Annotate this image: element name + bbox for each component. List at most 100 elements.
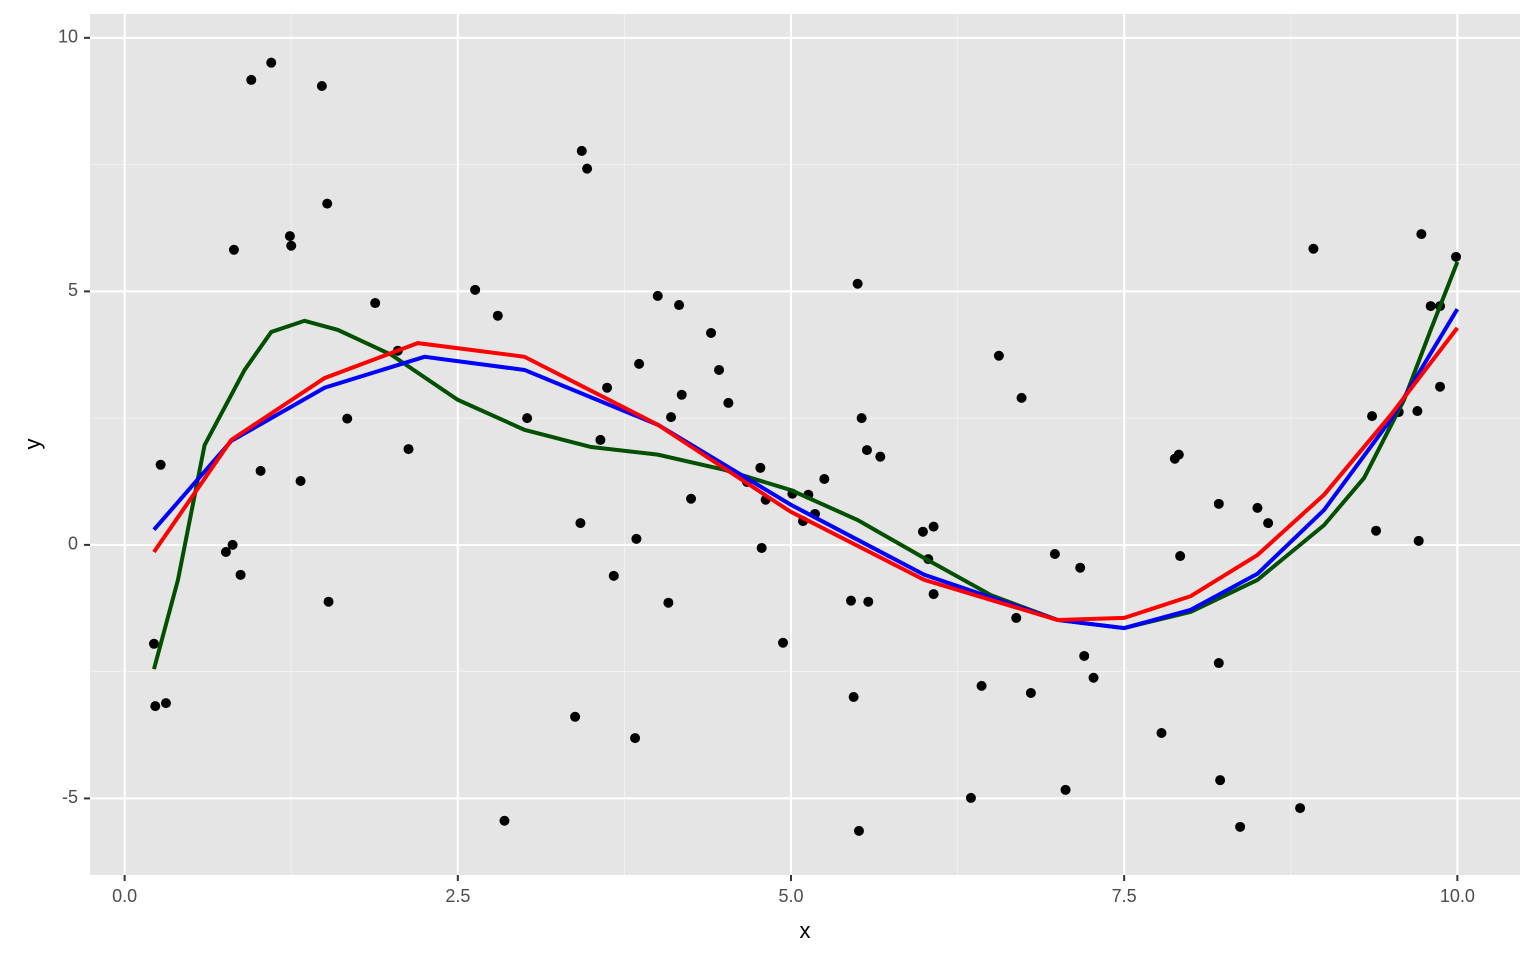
point <box>323 596 334 607</box>
point <box>1173 449 1184 460</box>
point <box>227 539 238 550</box>
point <box>266 57 277 68</box>
point <box>316 81 327 92</box>
point <box>228 244 239 255</box>
panel-background <box>90 14 1520 875</box>
point <box>1079 650 1090 661</box>
point <box>1263 518 1274 529</box>
y-tick-label: 5 <box>68 280 78 300</box>
point <box>856 413 867 424</box>
point <box>403 444 414 455</box>
x-tick-label: 0.0 <box>112 886 137 906</box>
point <box>666 412 677 423</box>
point <box>634 358 645 369</box>
point <box>1075 562 1086 573</box>
point <box>630 733 641 744</box>
point <box>295 476 306 487</box>
point <box>235 569 246 580</box>
point <box>582 163 593 174</box>
point <box>1088 672 1099 683</box>
point <box>575 518 586 529</box>
point <box>220 546 231 557</box>
point <box>1252 502 1263 513</box>
fit-line <box>152 326 1459 622</box>
point <box>1295 803 1306 814</box>
point <box>676 389 687 400</box>
y-tick-label: -5 <box>62 787 78 807</box>
point <box>148 638 159 649</box>
x-tick-label: 2.5 <box>445 886 470 906</box>
point <box>1156 728 1167 739</box>
point <box>570 711 581 722</box>
point <box>522 413 533 424</box>
point <box>674 300 685 311</box>
y-axis-title: y <box>20 439 45 450</box>
point <box>845 595 856 606</box>
point <box>576 145 587 156</box>
point <box>1425 301 1436 312</box>
point <box>1213 658 1224 669</box>
point <box>778 637 789 648</box>
point <box>608 570 619 581</box>
point <box>928 521 939 532</box>
point <box>1416 229 1427 240</box>
point <box>875 451 886 462</box>
point <box>1371 525 1382 536</box>
point <box>1215 775 1226 786</box>
point <box>652 290 663 301</box>
point <box>714 364 725 375</box>
x-tick-label: 10.0 <box>1440 886 1475 906</box>
point <box>160 698 171 709</box>
point <box>155 459 166 470</box>
point <box>1060 784 1071 795</box>
point <box>686 493 697 504</box>
point <box>322 198 333 209</box>
point <box>492 310 503 321</box>
point <box>755 462 766 473</box>
x-tick-label: 5.0 <box>778 886 803 906</box>
point <box>286 240 297 251</box>
point <box>631 533 642 544</box>
fit-line <box>152 261 1460 670</box>
point <box>470 284 481 295</box>
point <box>663 597 674 608</box>
point <box>819 473 830 484</box>
point <box>1049 549 1060 560</box>
marks <box>148 57 1462 836</box>
y-tick-label: 0 <box>68 534 78 554</box>
point <box>342 413 353 424</box>
point <box>595 434 606 445</box>
x-tick-label: 7.5 <box>1112 886 1137 906</box>
point <box>723 397 734 408</box>
point <box>499 815 510 826</box>
point <box>993 350 1004 361</box>
point <box>150 701 161 712</box>
point <box>255 465 266 476</box>
point <box>1213 498 1224 509</box>
point <box>1367 411 1378 422</box>
point <box>1025 687 1036 698</box>
point <box>1451 251 1462 262</box>
fit-line <box>152 308 1460 631</box>
point <box>965 792 976 803</box>
point <box>1175 551 1186 562</box>
y-tick-label: 10 <box>58 27 78 47</box>
point <box>861 445 872 456</box>
point <box>928 589 939 600</box>
point <box>1435 381 1446 392</box>
point <box>917 526 928 537</box>
point <box>848 692 859 703</box>
point <box>246 74 257 85</box>
point <box>1412 406 1423 417</box>
point <box>1016 392 1027 403</box>
point <box>370 298 381 309</box>
point <box>976 680 987 691</box>
point <box>853 825 864 836</box>
point <box>1011 612 1022 623</box>
point <box>284 231 295 242</box>
grid <box>90 14 1520 875</box>
point <box>863 596 874 607</box>
point <box>1308 243 1319 254</box>
point <box>706 327 717 338</box>
